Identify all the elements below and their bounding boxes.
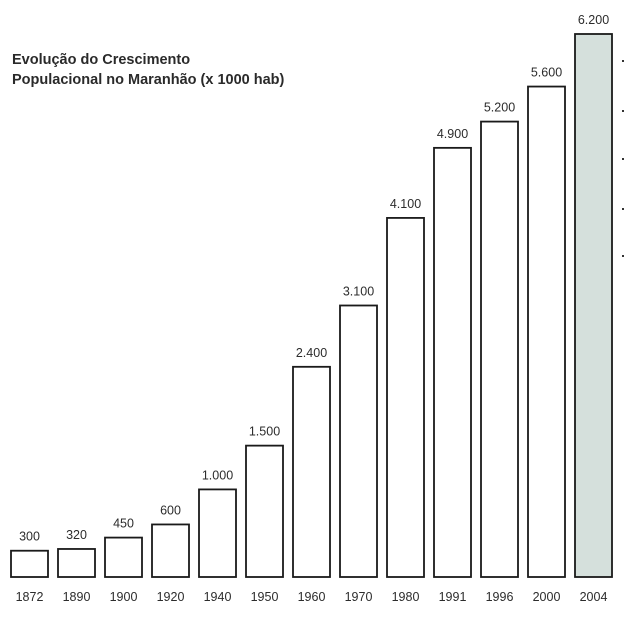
right-edge-mark-1 <box>622 60 624 62</box>
right-edge-mark-5 <box>622 255 624 257</box>
bar-1996 <box>480 120 519 578</box>
chart-title-line-1: Evolução do Crescimento <box>12 52 191 68</box>
value-label-1890: 320 <box>66 528 87 542</box>
bars-group <box>10 33 613 578</box>
bar-1950 <box>245 444 284 578</box>
value-label-1950: 1.500 <box>249 425 280 439</box>
x-tick-label-1940: 1940 <box>204 590 232 604</box>
value-label-1872: 300 <box>19 530 40 544</box>
x-tick-labels-group: 1872 1890 1900 1920 1940 1950 1960 1970 1980 1991… <box>16 590 608 604</box>
right-edge-mark-2 <box>622 110 624 112</box>
bar-2004 <box>574 33 613 578</box>
x-tick-label-1980: 1980 <box>392 590 420 604</box>
right-edge-marks-group <box>622 60 624 257</box>
chart-title: Evolução do Crescimento Populacional no … <box>12 50 284 90</box>
value-label-1940: 1.000 <box>202 468 233 482</box>
value-label-1900: 450 <box>113 517 134 531</box>
right-edge-mark-4 <box>622 208 624 210</box>
value-labels-group: 300 320 450 600 1.000 1.500 2.400 3.100 4.100 4.9… <box>19 13 609 544</box>
x-tick-label-1996: 1996 <box>486 590 514 604</box>
x-tick-label-1920: 1920 <box>157 590 185 604</box>
x-tick-label-1890: 1890 <box>63 590 91 604</box>
value-label-1991: 4.900 <box>437 127 468 141</box>
x-tick-label-2004: 2004 <box>580 590 608 604</box>
bar-1900 <box>104 536 143 578</box>
x-tick-label-1872: 1872 <box>16 590 44 604</box>
value-label-2000: 5.600 <box>531 66 562 80</box>
value-label-1920: 600 <box>160 503 181 517</box>
value-label-1980: 4.100 <box>390 197 421 211</box>
bar-1890 <box>57 548 96 578</box>
x-tick-label-1960: 1960 <box>298 590 326 604</box>
x-tick-label-1950: 1950 <box>251 590 279 604</box>
chart-title-line-2: Populacional no Maranhão (x 1000 hab) <box>12 72 285 88</box>
bar-1920 <box>151 523 190 578</box>
bar-1980 <box>386 217 425 578</box>
x-tick-label-2000: 2000 <box>533 590 561 604</box>
bar-1960 <box>292 365 331 578</box>
x-tick-label-1970: 1970 <box>345 590 373 604</box>
value-label-1996: 5.200 <box>484 101 515 115</box>
bar-1991 <box>433 146 472 578</box>
x-tick-label-1991: 1991 <box>439 590 467 604</box>
x-tick-label-1900: 1900 <box>110 590 138 604</box>
bar-1970 <box>339 304 378 578</box>
value-label-1960: 2.400 <box>296 346 327 360</box>
value-label-2004: 6.200 <box>578 13 609 27</box>
bar-1940 <box>198 488 237 578</box>
bar-2000 <box>527 85 566 578</box>
right-edge-mark-3 <box>622 158 624 160</box>
bar-1872 <box>10 549 49 578</box>
value-label-1970: 3.100 <box>343 285 374 299</box>
